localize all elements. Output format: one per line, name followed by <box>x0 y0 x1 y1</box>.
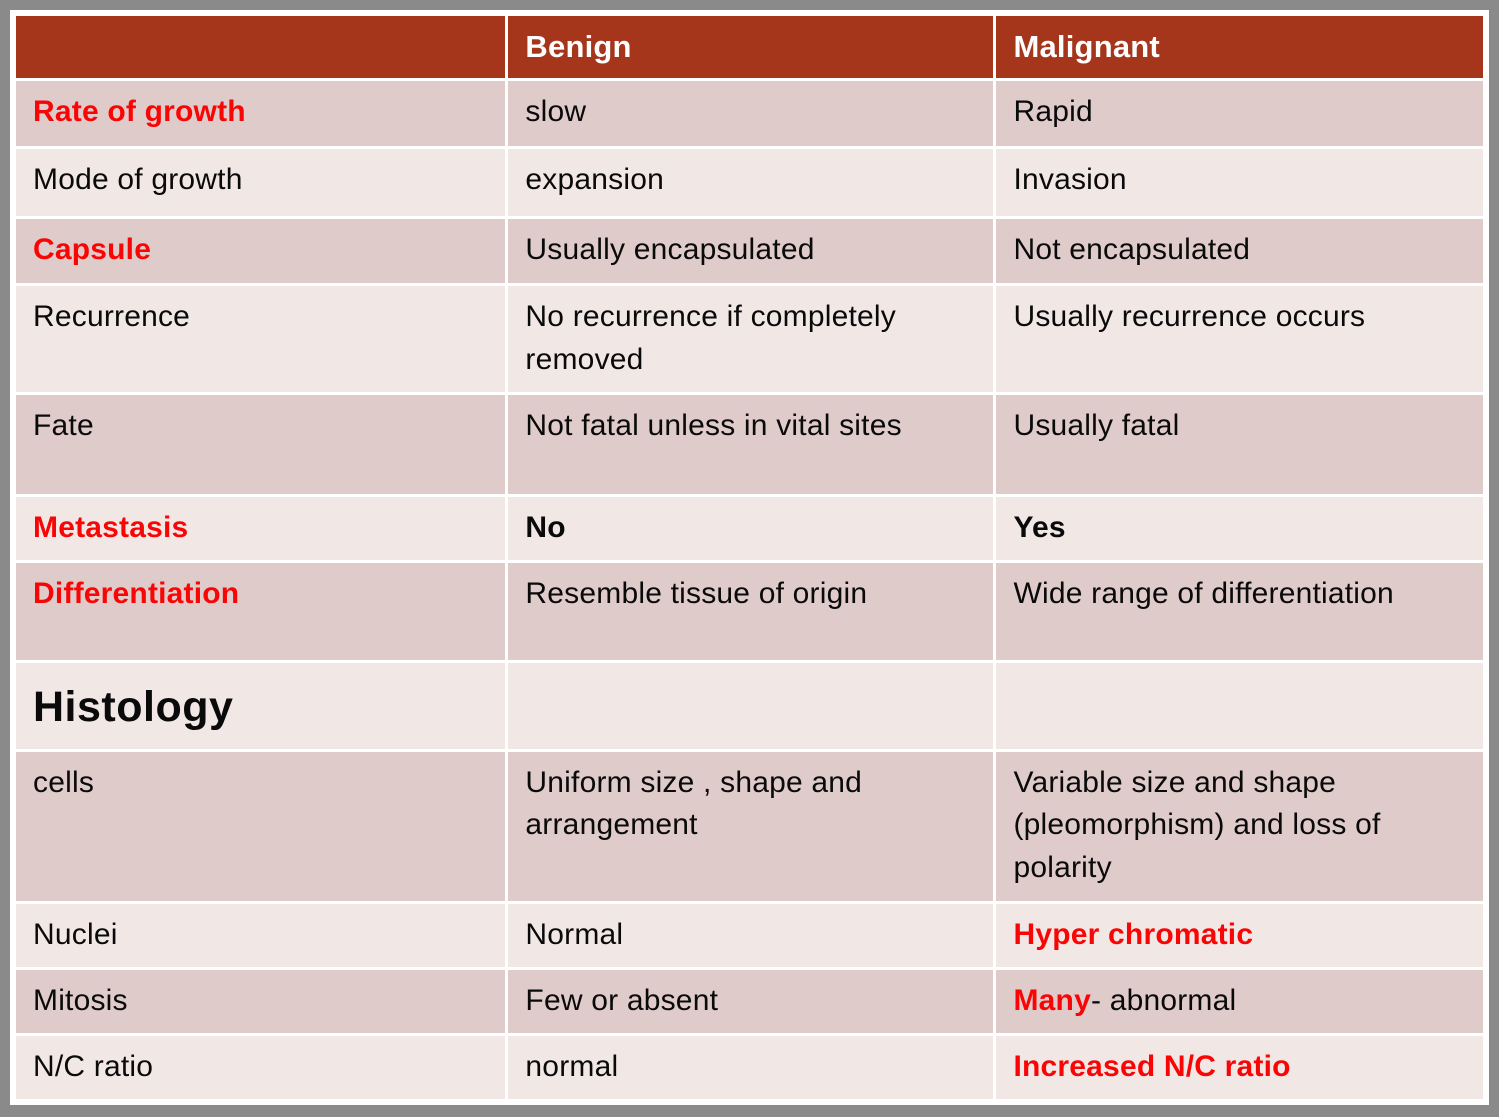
label-recurrence: Recurrence <box>16 286 506 393</box>
row-fate: Fate Not fatal unless in vital sites Usu… <box>16 395 1483 494</box>
malignant-fate: Usually fatal <box>996 395 1483 494</box>
malignant-mode-of-growth: Invasion <box>996 149 1483 216</box>
header-benign: Benign <box>508 16 994 78</box>
row-mode-of-growth: Mode of growth expansion Invasion <box>16 149 1483 216</box>
malignant-cells: Variable size and shape (pleomorphism) a… <box>996 751 1483 901</box>
row-histology: Histology <box>16 663 1483 749</box>
malignant-rate-of-growth: Rapid <box>996 81 1483 147</box>
malignant-histology <box>996 663 1483 749</box>
row-mitosis: Mitosis Few or absent Many- abnormal <box>16 969 1483 1033</box>
malignant-recurrence: Usually recurrence occurs <box>996 286 1483 393</box>
malignant-capsule: Not encapsulated <box>996 218 1483 284</box>
label-mode-of-growth: Mode of growth <box>16 149 506 216</box>
benign-metastasis: No <box>508 496 994 560</box>
row-capsule: Capsule Usually encapsulated Not encapsu… <box>16 218 1483 284</box>
label-nuclei: Nuclei <box>16 903 506 967</box>
benign-rate-of-growth: slow <box>508 81 994 147</box>
row-recurrence: Recurrence No recurrence if completely r… <box>16 286 1483 393</box>
row-cells: cells Uniform size , shape and arrangeme… <box>16 751 1483 901</box>
mitosis-abnormal-text: - abnormal <box>1090 983 1237 1017</box>
label-fate: Fate <box>16 395 506 494</box>
benign-mode-of-growth: expansion <box>508 149 994 216</box>
malignant-nc-ratio: Increased N/C ratio <box>996 1035 1483 1099</box>
label-nc-ratio: N/C ratio <box>16 1035 506 1099</box>
row-metastasis: Metastasis No Yes <box>16 496 1483 560</box>
benign-nc-ratio: normal <box>508 1035 994 1099</box>
malignant-nuclei: Hyper chromatic <box>996 903 1483 967</box>
label-cells: cells <box>16 751 506 901</box>
malignant-differentiation: Wide range of differentiation <box>996 562 1483 661</box>
nuclei-malignant-text: Hyper chromatic <box>1013 917 1254 951</box>
label-capsule: Capsule <box>16 218 506 284</box>
table-header: Benign Malignant <box>16 16 1483 78</box>
benign-cells: Uniform size , shape and arrangement <box>508 751 994 901</box>
nc-ratio-malignant-text: Increased N/C ratio <box>1013 1049 1291 1083</box>
label-histology: Histology <box>16 663 506 749</box>
header-row: Benign Malignant <box>16 16 1483 78</box>
malignant-mitosis: Many- abnormal <box>996 969 1483 1033</box>
benign-nuclei: Normal <box>508 903 994 967</box>
mitosis-many-text: Many <box>1013 983 1091 1017</box>
benign-mitosis: Few or absent <box>508 969 994 1033</box>
benign-capsule: Usually encapsulated <box>508 218 994 284</box>
benign-differentiation: Resemble tissue of origin <box>508 562 994 661</box>
row-rate-of-growth: Rate of growth slow Rapid <box>16 81 1483 147</box>
benign-malignant-comparison-table: Benign Malignant Rate of growth slow Rap… <box>13 13 1486 1102</box>
label-rate-of-growth: Rate of growth <box>16 81 506 147</box>
malignant-metastasis: Yes <box>996 496 1483 560</box>
header-malignant: Malignant <box>996 16 1483 78</box>
row-nc-ratio: N/C ratio normal Increased N/C ratio <box>16 1035 1483 1099</box>
label-mitosis: Mitosis <box>16 969 506 1033</box>
row-differentiation: Differentiation Resemble tissue of origi… <box>16 562 1483 661</box>
label-metastasis: Metastasis <box>16 496 506 560</box>
slide-table-frame: Benign Malignant Rate of growth slow Rap… <box>10 10 1489 1105</box>
table-body: Rate of growth slow Rapid Mode of growth… <box>16 81 1483 1099</box>
row-nuclei: Nuclei Normal Hyper chromatic <box>16 903 1483 967</box>
benign-recurrence: No recurrence if completely removed <box>508 286 994 393</box>
header-empty-cell <box>16 16 506 78</box>
benign-fate: Not fatal unless in vital sites <box>508 395 994 494</box>
benign-histology <box>508 663 994 749</box>
label-differentiation: Differentiation <box>16 562 506 661</box>
